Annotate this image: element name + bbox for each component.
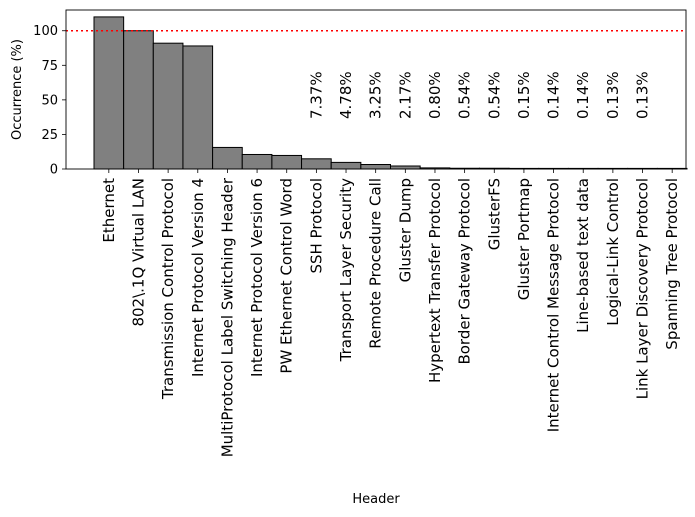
y-tick-label-3: 75 [41, 59, 58, 74]
x-ticks-group: Ethernet 802\.1Q Virtual LAN Transmission … [100, 169, 681, 457]
bar-1 [123, 30, 154, 170]
y-tick-label-4: 100 [33, 24, 58, 39]
bar-8 [330, 161, 362, 170]
x-tick-label-5: Internet Protocol Version 6 [248, 178, 266, 377]
x-tick-label-6: PW Ethernet Control Word [278, 178, 296, 374]
x-tick-label-2: Transmission Control Protocol [159, 178, 177, 400]
x-tick-label-14: Gluster Portmap [515, 178, 533, 300]
annotation-4: 0.80% [426, 71, 444, 119]
bar-4 [212, 146, 243, 170]
x-tick-label-3: Internet Protocol Version 4 [189, 178, 207, 377]
annotation-7: 0.15% [515, 71, 533, 119]
annotation-11: 0.13% [634, 71, 652, 119]
bar-0 [93, 16, 125, 170]
annotations-group: 7.37% 4.78% 3.25% 2.17% 0.80% 0.54% 0.54% 0.15%… [307, 71, 651, 119]
annotation-1: 4.78% [337, 71, 355, 119]
annotation-6: 0.54% [485, 71, 503, 119]
x-tick-label-15: Internet Control Message Protocol [545, 178, 563, 432]
bars-group [93, 16, 688, 170]
annotation-0: 7.37% [307, 71, 325, 119]
y-tick-label-2: 50 [41, 93, 58, 108]
x-tick-label-18: Link Layer Discovery Protocol [634, 178, 652, 399]
annotation-9: 0.14% [574, 71, 592, 119]
bar-3 [182, 45, 214, 170]
x-tick-label-7: SSH Protocol [307, 178, 325, 274]
bar-10 [390, 165, 421, 170]
x-tick-label-9: Remote Procedure Call [367, 178, 385, 349]
y-ticks-group: 0 25 50 75 100 [33, 24, 66, 178]
x-tick-label-10: Gluster Dump [396, 178, 414, 282]
x-tick-label-11: Hypertext Transfer Protocol [426, 178, 444, 383]
x-tick-label-16: Line-based text data [574, 178, 592, 333]
annotation-2: 3.25% [367, 71, 385, 119]
annotation-10: 0.13% [604, 71, 622, 119]
bar-7 [301, 158, 332, 170]
bar-9 [360, 164, 392, 170]
y-tick-label-0: 0 [50, 163, 58, 178]
x-tick-label-13: GlusterFS [485, 178, 503, 250]
y-axis-label: Occurrence (%) [10, 39, 25, 140]
x-tick-label-0: Ethernet [100, 178, 118, 243]
x-axis-label: Header [352, 492, 400, 507]
y-tick-label-1: 25 [41, 128, 58, 143]
x-tick-label-8: Transport Layer Security [337, 178, 355, 362]
annotation-5: 0.54% [456, 71, 474, 119]
bar-6 [271, 154, 303, 170]
x-tick-label-1: 802\.1Q Virtual LAN [129, 178, 147, 327]
annotation-8: 0.14% [545, 71, 563, 119]
bar-2 [152, 42, 184, 170]
x-tick-label-12: Border Gateway Protocol [456, 178, 474, 365]
x-tick-label-4: MultiProtocol Label Switching Header [218, 177, 236, 457]
annotation-3: 2.17% [396, 71, 414, 119]
bar-5 [241, 153, 273, 170]
x-tick-label-19: Spanning Tree Protocol [663, 178, 681, 350]
x-tick-label-17: Logical-Link Control [604, 178, 622, 326]
